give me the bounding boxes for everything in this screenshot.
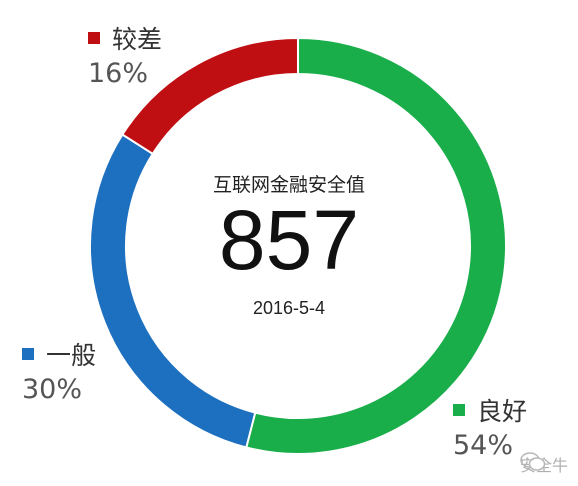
legend-average-swatch: [22, 348, 34, 360]
legend-average-percent: 30%: [22, 374, 83, 405]
slice-good: [245, 36, 507, 455]
center-title: 互联网金融安全值: [212, 174, 365, 196]
center-date: 2016-5-4: [252, 298, 326, 318]
legend-poor-percent: 16%: [88, 58, 149, 89]
wechat-icon: [520, 452, 546, 471]
legend-poor: 较差 16%: [88, 20, 162, 89]
center-value: 857: [218, 193, 360, 287]
slice-poor: [120, 36, 299, 156]
legend-average-name: 一般: [46, 341, 97, 370]
legend-good-swatch: [453, 404, 465, 416]
legend-good: 良好 54%: [453, 392, 527, 461]
legend-poor-name: 较差: [112, 25, 163, 54]
legend-good-percent: 54%: [453, 430, 514, 461]
legend-good-name: 良好: [477, 397, 528, 426]
legend-average: 一般 30%: [22, 336, 96, 405]
watermark: 安全牛: [520, 452, 568, 476]
legend-poor-swatch: [88, 32, 100, 44]
